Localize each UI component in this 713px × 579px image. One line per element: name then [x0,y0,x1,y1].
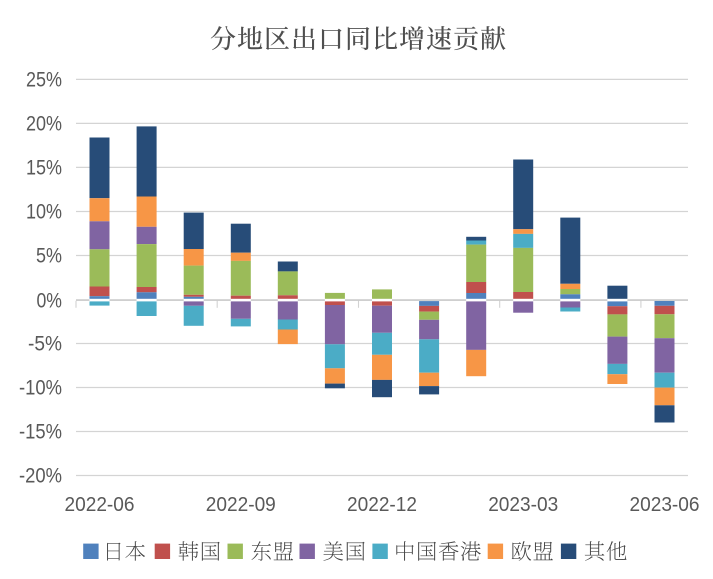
svg-text:2022-12: 2022-12 [347,494,417,516]
svg-text:-5%: -5% [28,333,62,356]
svg-text:20%: 20% [26,113,62,136]
svg-text:15%: 15% [26,157,62,180]
svg-text:-10%: -10% [19,377,62,400]
svg-text:25%: 25% [26,69,62,92]
svg-text:2022-06: 2022-06 [65,494,135,516]
svg-text:2022-09: 2022-09 [206,494,276,516]
svg-text:2023-03: 2023-03 [488,494,558,516]
svg-text:10%: 10% [26,201,62,224]
svg-text:-20%: -20% [19,465,62,488]
svg-text:-15%: -15% [19,421,62,444]
svg-text:0%: 0% [37,289,63,312]
svg-text:5%: 5% [36,245,62,268]
svg-text:2023-06: 2023-06 [630,494,700,516]
